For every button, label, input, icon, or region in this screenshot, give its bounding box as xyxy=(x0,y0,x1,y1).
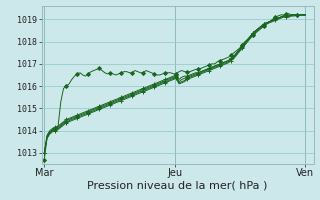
X-axis label: Pression niveau de la mer( hPa ): Pression niveau de la mer( hPa ) xyxy=(87,181,268,191)
